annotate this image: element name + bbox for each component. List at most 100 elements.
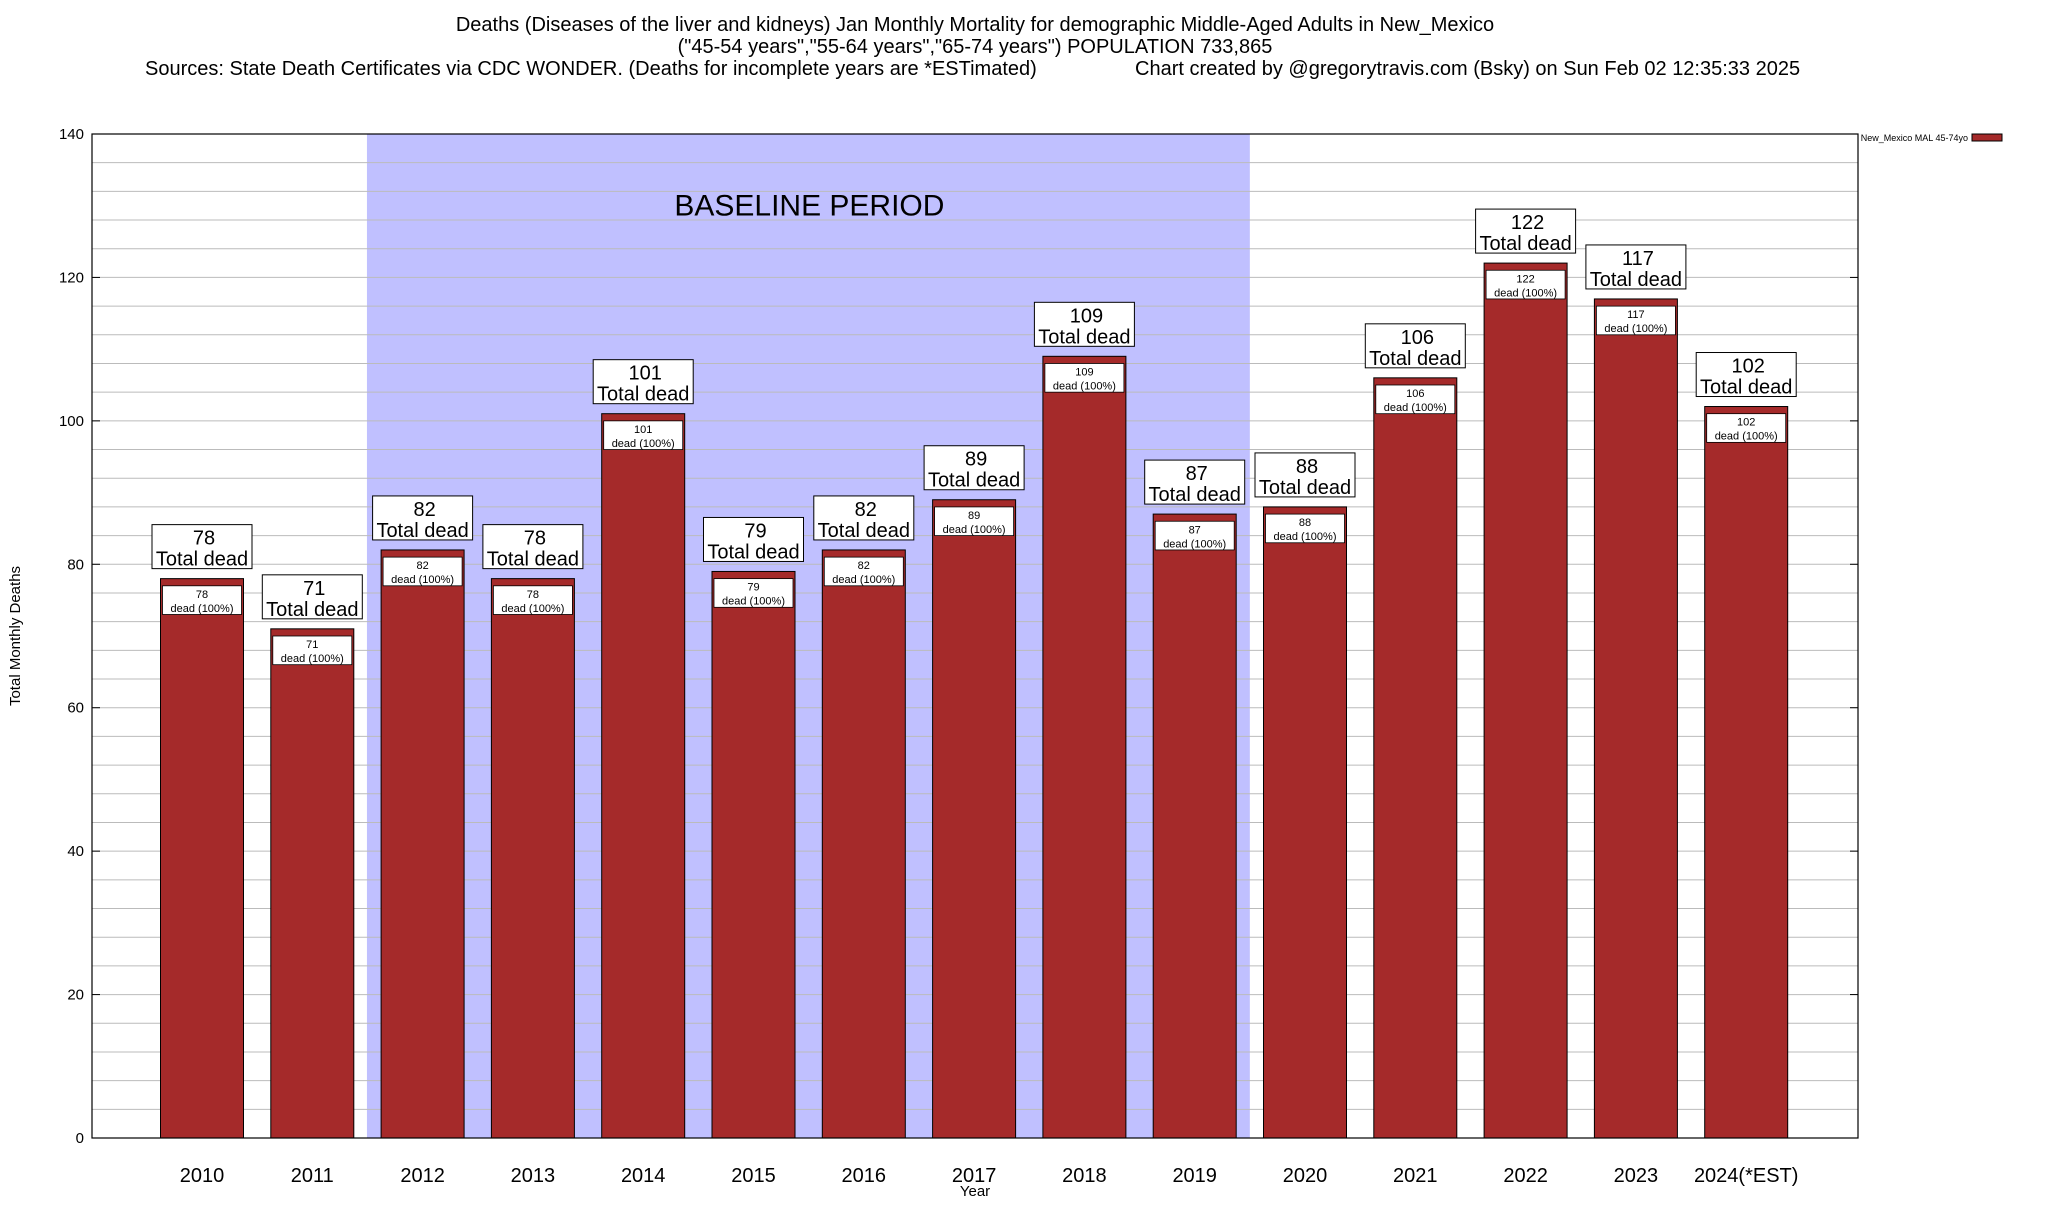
bar-inner-value: 78 xyxy=(196,589,208,601)
total-label-box xyxy=(592,359,694,405)
total-label-box xyxy=(372,495,474,541)
x-tick-label: 2020 xyxy=(1283,1165,1328,1187)
x-tick-label: 2023 xyxy=(1614,1165,1659,1187)
chart-credit: Chart created by @gregorytravis.com (Bsk… xyxy=(1135,58,1800,80)
bar-inner-label: dead (100%) xyxy=(1053,380,1116,392)
x-tick-label: 2014 xyxy=(621,1165,666,1187)
total-value-label: 106 xyxy=(1401,327,1434,349)
bar-inner-label: dead (100%) xyxy=(1163,538,1226,550)
bar-inner-label-box xyxy=(382,556,463,587)
bar xyxy=(1042,355,1127,1139)
bar xyxy=(601,413,686,1139)
total-dead-label: Total dead xyxy=(156,549,248,571)
x-tick-label: 2018 xyxy=(1062,1165,1107,1187)
bar-inner-label: dead (100%) xyxy=(501,603,564,615)
y-tick-label: 120 xyxy=(59,269,84,286)
total-value-label: 122 xyxy=(1511,212,1544,234)
y-tick-label: 60 xyxy=(67,700,84,717)
y-tick-label: 140 xyxy=(59,126,84,143)
bar-inner-label: dead (100%) xyxy=(1384,402,1447,414)
total-value-label: 102 xyxy=(1732,356,1765,378)
total-label-box xyxy=(703,516,804,562)
total-label-box xyxy=(1033,301,1135,347)
y-tick-label: 0 xyxy=(76,1130,84,1147)
total-value-label: 82 xyxy=(413,499,435,521)
y-tick-label: 20 xyxy=(67,987,84,1004)
total-value-label: 78 xyxy=(524,528,546,550)
total-value-label: 78 xyxy=(193,528,215,550)
bar-inner-label: dead (100%) xyxy=(391,574,454,586)
x-tick-label: 2024(*EST) xyxy=(1694,1165,1799,1187)
bar-inner-value: 102 xyxy=(1737,417,1755,429)
total-label-box xyxy=(1364,323,1466,369)
x-tick-label: 2010 xyxy=(180,1165,225,1187)
bar xyxy=(1704,406,1789,1139)
bar-inner-label: dead (100%) xyxy=(1494,287,1557,299)
bar-inner-value: 78 xyxy=(527,589,539,601)
x-tick-label: 2017 xyxy=(952,1165,997,1187)
bar-inner-label-box xyxy=(1706,413,1787,443)
x-tick-label: 2019 xyxy=(1172,1165,1217,1187)
bar-inner-value: 117 xyxy=(1627,309,1645,321)
bar-inner-label-box xyxy=(162,585,242,615)
bar-inner-label-box xyxy=(272,635,353,666)
total-dead-label: Total dead xyxy=(928,470,1020,492)
x-tick-label: 2021 xyxy=(1393,1165,1438,1187)
total-value-label: 89 xyxy=(965,449,987,471)
legend-swatch xyxy=(1971,133,2003,142)
total-value-label: 82 xyxy=(855,499,877,521)
bar xyxy=(270,628,355,1139)
total-dead-label: Total dead xyxy=(1479,233,1571,255)
bar-inner-value: 89 xyxy=(968,510,980,522)
legend-label: New_Mexico MAL 45-74yo xyxy=(1861,133,1968,143)
bar-inner-label: dead (100%) xyxy=(1604,323,1667,335)
total-label-box xyxy=(261,574,363,620)
total-dead-label: Total dead xyxy=(376,520,468,542)
bar-inner-value: 88 xyxy=(1299,517,1311,529)
bar-inner-label: dead (100%) xyxy=(1715,431,1778,443)
bar xyxy=(1373,377,1458,1139)
bar-inner-label-box xyxy=(1375,384,1456,415)
bar-inner-label: dead (100%) xyxy=(943,524,1006,536)
total-dead-label: Total dead xyxy=(1259,477,1351,499)
x-axis-label: Year xyxy=(960,1183,990,1200)
bar-inner-value: 106 xyxy=(1406,388,1424,400)
bar-inner-value: 82 xyxy=(416,560,428,572)
bar-inner-label-box xyxy=(1485,269,1566,300)
bar-inner-label: dead (100%) xyxy=(832,574,895,586)
bar-inner-value: 71 xyxy=(306,639,318,651)
bar-inner-label: dead (100%) xyxy=(1274,531,1337,543)
bar-inner-value: 82 xyxy=(858,560,870,572)
bar-inner-label-box xyxy=(823,556,904,587)
bar-inner-value: 79 xyxy=(747,582,759,594)
chart-sources: Sources: State Death Certificates via CD… xyxy=(145,58,1037,80)
x-tick-label: 2012 xyxy=(400,1165,445,1187)
total-label-box xyxy=(1254,452,1356,498)
bar-inner-label-box xyxy=(713,578,794,608)
total-value-label: 79 xyxy=(744,520,766,542)
total-dead-label: Total dead xyxy=(1590,269,1682,291)
bar-inner-label-box xyxy=(934,506,1014,536)
x-tick-label: 2022 xyxy=(1503,1165,1548,1187)
y-tick-label: 80 xyxy=(67,556,84,573)
bar-inner-value: 109 xyxy=(1075,366,1093,378)
total-dead-label: Total dead xyxy=(818,520,910,542)
total-value-label: 109 xyxy=(1070,305,1103,327)
total-dead-label: Total dead xyxy=(1149,484,1241,506)
y-axis-label: Total Monthly Deaths xyxy=(7,566,24,706)
total-value-label: 117 xyxy=(1622,248,1654,270)
total-dead-label: Total dead xyxy=(597,384,689,406)
bar-inner-value: 87 xyxy=(1189,524,1201,536)
y-tick-label: 100 xyxy=(59,413,84,430)
x-tick-label: 2013 xyxy=(511,1165,556,1187)
chart-title-line-2: ("45-54 years","55-64 years","65-74 year… xyxy=(678,36,1273,58)
total-label-box xyxy=(1144,459,1246,505)
baseline-label: BASELINE PERIOD xyxy=(674,190,944,223)
total-label-box xyxy=(813,495,915,541)
bar-inner-label-box xyxy=(492,585,573,615)
total-value-label: 87 xyxy=(1186,463,1208,485)
plot-frame xyxy=(91,133,1859,1139)
bar xyxy=(1152,513,1237,1139)
bar xyxy=(160,578,244,1139)
y-tick-label: 40 xyxy=(67,843,84,860)
